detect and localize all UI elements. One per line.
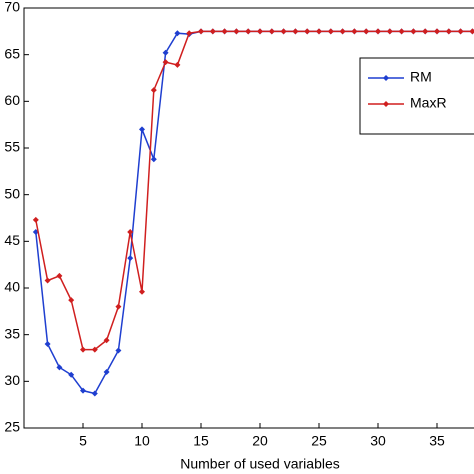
- legend-marker: [383, 101, 389, 107]
- point: [162, 59, 169, 66]
- x-tick-label: 30: [370, 433, 386, 449]
- point: [127, 229, 134, 235]
- point: [150, 156, 157, 163]
- point: [162, 49, 169, 56]
- y-tick-label: 60: [4, 92, 20, 108]
- y-tick-label: 35: [4, 325, 20, 341]
- point: [422, 28, 429, 35]
- point: [327, 28, 334, 35]
- point: [139, 288, 145, 295]
- point: [375, 28, 381, 35]
- point: [103, 337, 110, 344]
- point: [268, 28, 275, 35]
- y-tick-label: 30: [4, 372, 20, 388]
- y-tick-label: 65: [4, 45, 20, 61]
- x-tick-label: 25: [311, 433, 327, 449]
- y-tick-label: 45: [4, 232, 20, 248]
- point: [410, 28, 417, 35]
- legend-marker: [383, 75, 389, 81]
- point: [257, 28, 263, 35]
- x-tick-label: 15: [193, 433, 209, 449]
- point: [186, 30, 193, 37]
- point: [209, 28, 216, 35]
- legend-box: [359, 57, 474, 135]
- point: [434, 28, 440, 35]
- point: [245, 28, 252, 35]
- point: [174, 30, 181, 37]
- y-tick-label: 50: [4, 185, 20, 201]
- point: [469, 28, 474, 35]
- x-axis-label: Number of used variables: [180, 456, 340, 472]
- point: [80, 387, 86, 394]
- point: [457, 28, 464, 35]
- point: [398, 28, 405, 35]
- x-tick-label: 20: [252, 433, 268, 449]
- point: [445, 28, 452, 35]
- point: [233, 28, 240, 35]
- point: [32, 216, 39, 223]
- point: [44, 341, 51, 347]
- point: [127, 255, 134, 262]
- point: [115, 347, 122, 354]
- point: [91, 346, 98, 353]
- point: [68, 297, 75, 304]
- y-tick-label: 55: [4, 139, 20, 155]
- point: [174, 61, 181, 68]
- legend-label: MaxR: [410, 95, 447, 111]
- point: [363, 28, 370, 35]
- point: [68, 371, 75, 378]
- point: [386, 28, 393, 35]
- y-tick-label: 25: [4, 419, 20, 435]
- y-tick-label: 70: [4, 0, 20, 15]
- point: [103, 369, 110, 375]
- point: [44, 277, 51, 284]
- point: [221, 28, 228, 35]
- legend-label: RM: [410, 69, 432, 85]
- x-tick-label: 5: [79, 433, 87, 449]
- point: [198, 28, 204, 35]
- x-tick-label: 35: [429, 433, 445, 449]
- point: [292, 28, 299, 35]
- point: [56, 364, 63, 371]
- point: [115, 303, 122, 310]
- point: [56, 272, 63, 279]
- x-tick-label: 10: [134, 433, 150, 449]
- point: [80, 346, 86, 353]
- y-tick-label: 40: [4, 279, 20, 295]
- point: [91, 390, 98, 397]
- point: [304, 28, 311, 35]
- point: [316, 28, 322, 35]
- point: [351, 28, 358, 35]
- point: [280, 28, 287, 35]
- point: [150, 87, 157, 94]
- point: [139, 126, 145, 133]
- point: [339, 28, 346, 35]
